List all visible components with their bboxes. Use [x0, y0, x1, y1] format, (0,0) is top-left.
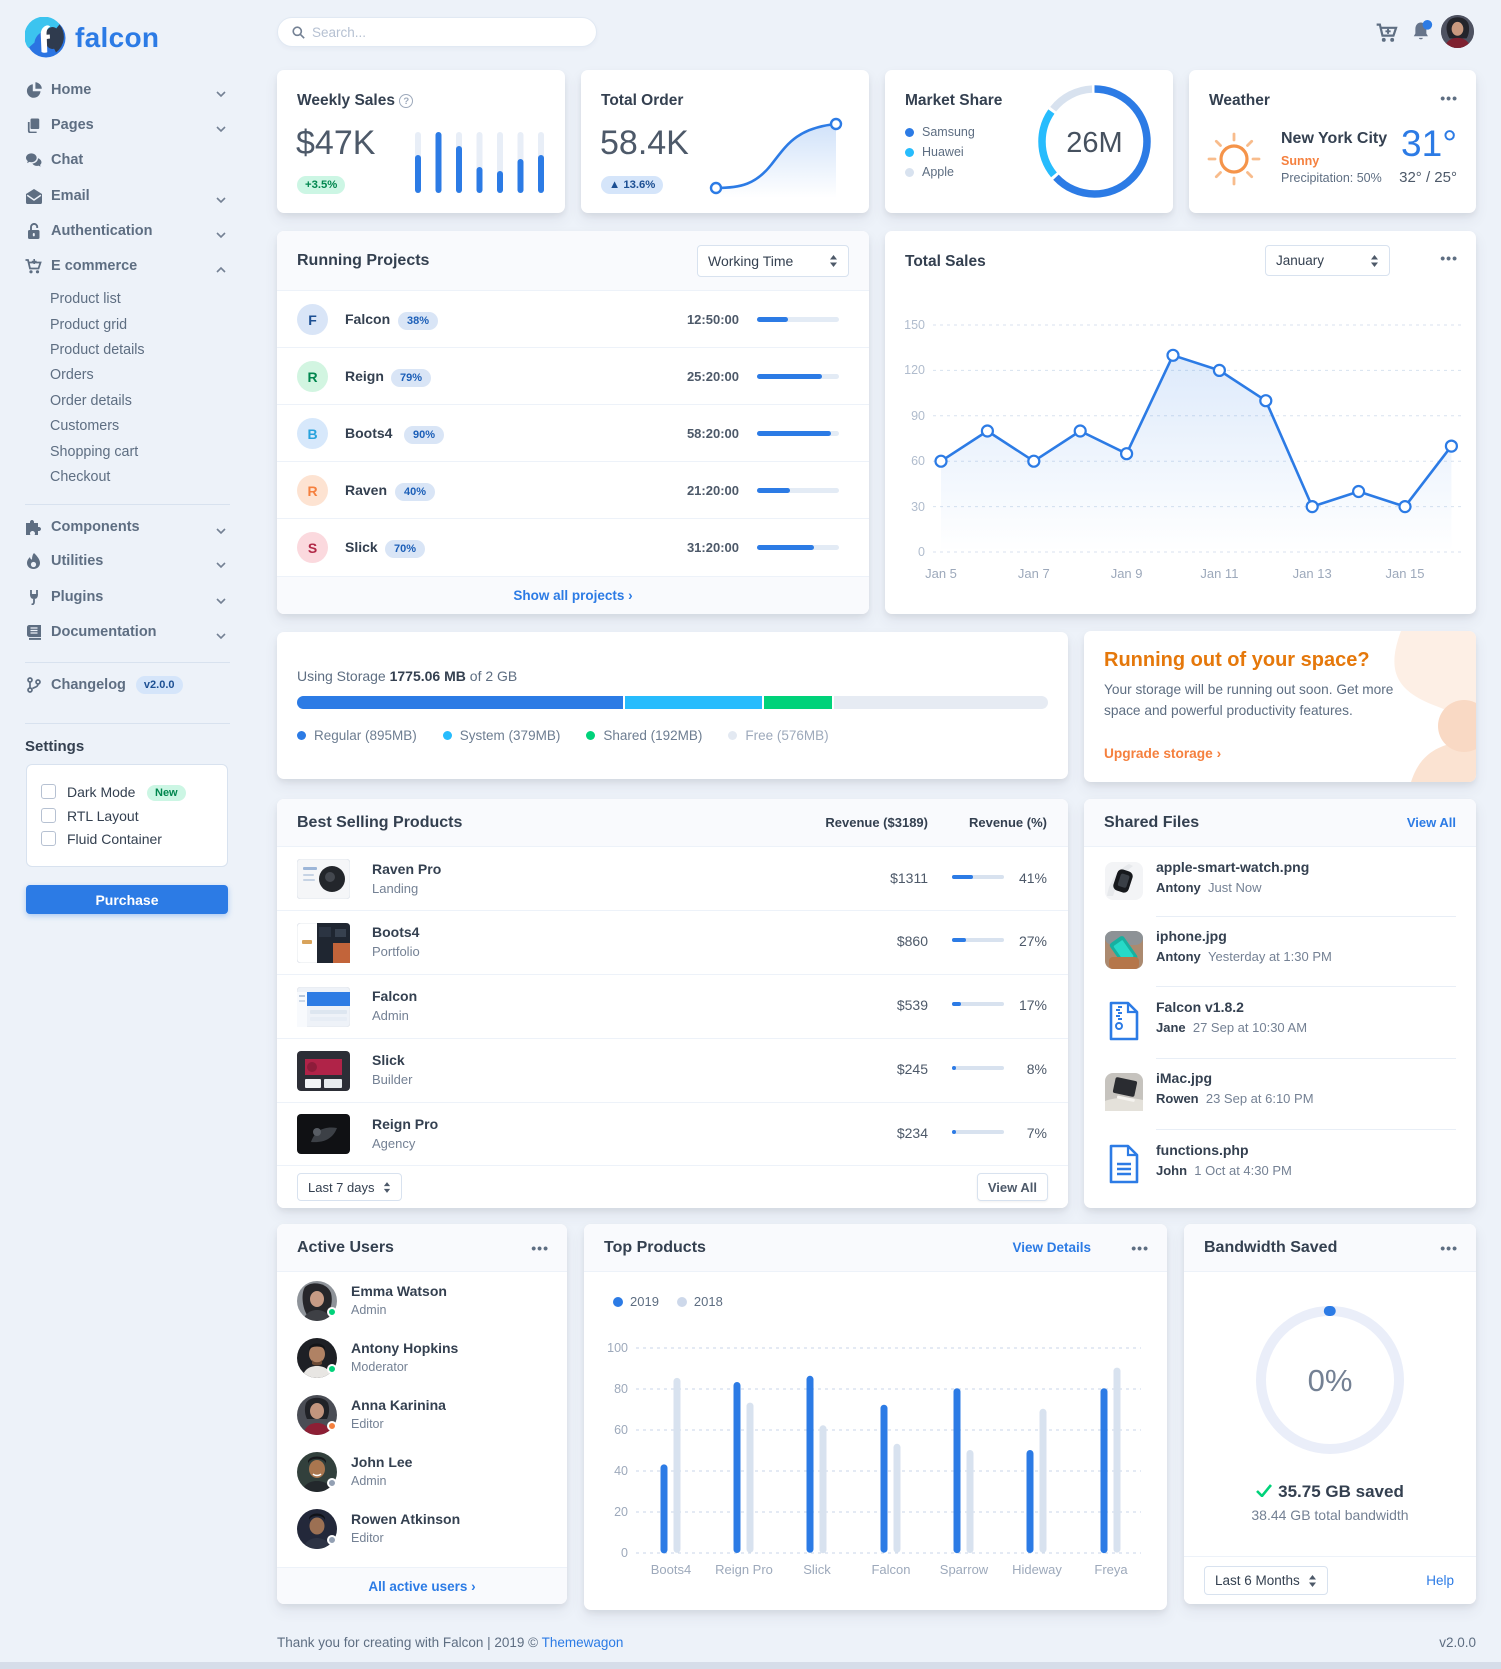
- svg-text:40: 40: [614, 1464, 628, 1478]
- svg-text:0: 0: [621, 1546, 628, 1560]
- svg-text:90: 90: [911, 409, 925, 423]
- svg-text:Freya: Freya: [1094, 1562, 1128, 1577]
- svg-text:100: 100: [607, 1341, 628, 1355]
- svg-text:Falcon: Falcon: [871, 1562, 910, 1577]
- svg-text:Sparrow: Sparrow: [940, 1562, 989, 1577]
- svg-text:80: 80: [614, 1382, 628, 1396]
- svg-text:Jan 7: Jan 7: [1018, 566, 1050, 581]
- svg-text:Reign Pro: Reign Pro: [715, 1562, 773, 1577]
- svg-text:20: 20: [614, 1505, 628, 1519]
- svg-text:60: 60: [614, 1423, 628, 1437]
- svg-text:26M: 26M: [1066, 127, 1122, 159]
- svg-text:120: 120: [904, 363, 925, 377]
- svg-text:Jan 11: Jan 11: [1200, 566, 1238, 581]
- svg-text:30: 30: [911, 500, 925, 514]
- svg-text:150: 150: [904, 318, 925, 332]
- svg-text:Jan 9: Jan 9: [1111, 566, 1143, 581]
- svg-text:Boots4: Boots4: [651, 1562, 691, 1577]
- svg-text:Jan 5: Jan 5: [925, 566, 957, 581]
- svg-text:0%: 0%: [1308, 1363, 1353, 1398]
- svg-text:Hideway: Hideway: [1012, 1562, 1062, 1577]
- svg-text:Jan 15: Jan 15: [1385, 566, 1424, 581]
- svg-text:0: 0: [918, 545, 925, 559]
- svg-text:60: 60: [911, 454, 925, 468]
- svg-text:Slick: Slick: [803, 1562, 831, 1577]
- svg-text:Jan 13: Jan 13: [1293, 566, 1332, 581]
